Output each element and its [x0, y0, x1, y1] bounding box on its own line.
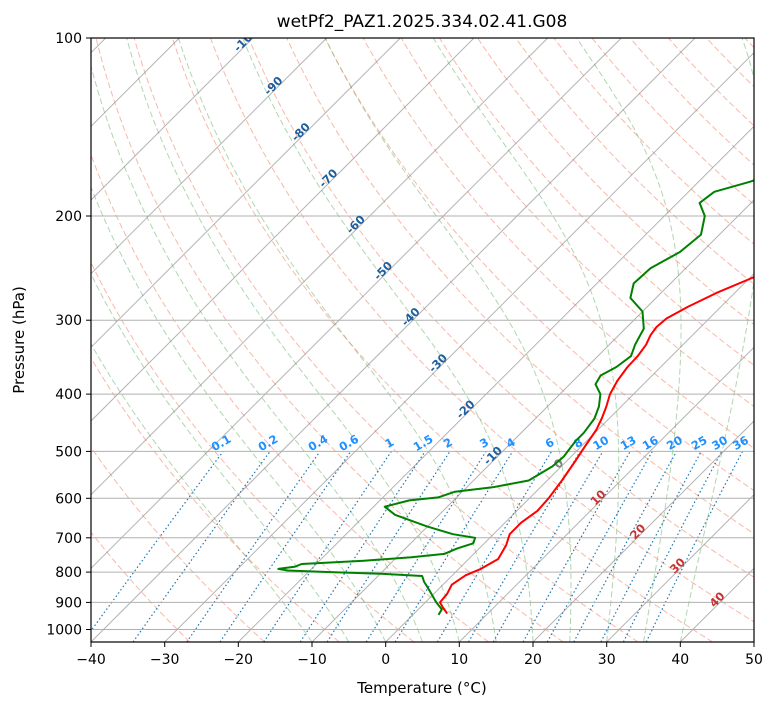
y-tick-label: 700 [55, 531, 82, 547]
dry-adiabat [515, 38, 754, 285]
y-tick-label: 800 [55, 565, 82, 581]
temperature-line [439, 276, 754, 615]
moist-adiabat [91, 342, 313, 642]
mixing-ratio-line [365, 451, 487, 642]
dry-adiabat [91, 531, 191, 642]
moist-adiabat [432, 38, 620, 642]
x-axis-ticks: −40 −30 −20 −10 0 10 20 30 40 50 [76, 642, 763, 668]
profile-series [277, 179, 754, 616]
mixing-ratio-line [573, 451, 678, 642]
isotherms [91, 38, 754, 642]
y-tick-label: 300 [55, 313, 82, 329]
isotherm-line [237, 125, 754, 642]
dry-adiabat [91, 357, 340, 642]
y-axis-label: Pressure (hPa) [10, 286, 28, 394]
x-tick-label: −10 [297, 652, 327, 668]
isotherm-line [91, 38, 475, 422]
mixing-ratio-label: 10 [590, 433, 611, 453]
x-tick-label: −30 [150, 652, 180, 668]
mixing-ratio-label: 30 [709, 433, 730, 453]
x-axis-label: Temperature (°C) [356, 679, 486, 697]
moist-adiabat [177, 38, 497, 642]
y-tick-label: 1000 [46, 623, 82, 639]
mixing-ratio-label: 13 [618, 433, 639, 453]
y-axis-ticks: 100 200 300 400 500 600 700 800 900 1000 [46, 31, 91, 639]
mixing-ratio-line [394, 451, 514, 642]
dry-adiabat [248, 38, 754, 578]
isotherm-line [91, 38, 328, 275]
mixing-ratio-line [132, 451, 271, 642]
x-tick-label: 10 [450, 652, 468, 668]
mixing-ratio-line [219, 451, 352, 642]
dry-adiabat [591, 38, 754, 206]
isotherm-line [532, 420, 754, 642]
isotherm-line [311, 199, 754, 642]
x-tick-label: −40 [76, 652, 106, 668]
dry-adiabat [477, 38, 754, 326]
dry-adiabat [286, 38, 754, 535]
plot-area: 0.1 0.2 0.4 0.6 1 1.5 2 3 4 6 8 10 13 16 20 25 30 36-100-… [91, 38, 754, 642]
dry-adiabat [91, 261, 415, 642]
mixing-ratio-line [91, 451, 224, 632]
mixing-ratio-label: 20 [664, 433, 685, 453]
moist-adiabat [576, 38, 682, 642]
mixing-ratio-line [436, 451, 553, 642]
isotherm-line [91, 38, 696, 642]
moist-adiabat [91, 185, 387, 642]
isotherm-line [91, 38, 549, 496]
chart-title: wetPf2_PAZ1.2025.334.02.41.G08 [277, 12, 568, 32]
y-tick-label: 600 [55, 491, 82, 507]
moist-adiabat [324, 38, 572, 642]
y-tick-label: 200 [55, 209, 82, 225]
dry-adiabat [91, 153, 489, 642]
mixing-ratio-label: 16 [640, 433, 661, 453]
mixing-ratio-line [546, 451, 653, 642]
x-tick-label: 30 [598, 652, 616, 668]
mixing-ratio-line [492, 451, 604, 642]
isotherm-line [385, 272, 754, 642]
y-tick-label: 100 [55, 31, 82, 47]
mixing-ratio-label: 36 [730, 433, 751, 453]
isotherm-line [458, 346, 754, 642]
dry-adiabat [133, 38, 639, 642]
y-tick-label: 900 [55, 595, 82, 611]
dewpoint-line [277, 179, 754, 616]
moist-adiabat [679, 38, 754, 642]
isotherm-line [164, 51, 754, 642]
x-tick-label: −20 [224, 652, 254, 668]
moist-adiabats [91, 38, 754, 642]
mixing-ratio-label: 25 [689, 433, 710, 453]
dry-adiabat [553, 38, 754, 245]
isotherm-line [91, 38, 401, 349]
dry-adiabat [95, 38, 564, 642]
moist-adiabat [126, 38, 460, 642]
x-tick-label: 40 [671, 652, 689, 668]
dry-adiabat [210, 38, 754, 623]
mixing-ratio-line [467, 451, 581, 642]
y-tick-label: 400 [55, 387, 82, 403]
x-tick-label: 0 [381, 652, 390, 668]
moist-adiabat [242, 38, 534, 642]
moist-adiabat [91, 64, 423, 642]
dry-adiabat [324, 38, 754, 492]
isotherm-line [606, 493, 754, 642]
mixing-ratio-line [326, 451, 451, 642]
dry-adiabat [438, 38, 754, 366]
mixing-ratio-lines [91, 451, 744, 642]
dry-adiabat [400, 38, 754, 408]
isotherm-line [91, 38, 254, 201]
y-tick-label: 500 [55, 444, 82, 460]
x-tick-label: 50 [745, 652, 763, 668]
x-tick-label: 20 [524, 652, 542, 668]
isotherm-line [91, 38, 622, 570]
plot-frame [90, 37, 755, 643]
mixing-ratio-line [522, 451, 631, 642]
